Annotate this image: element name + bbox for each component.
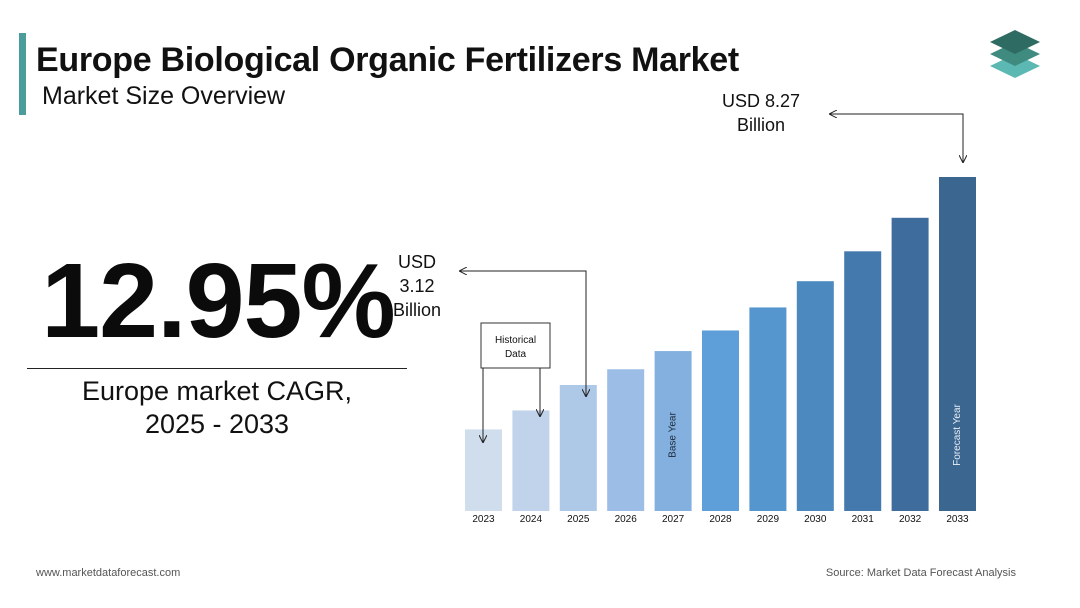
- x-tick-label-2030: 2030: [804, 514, 827, 525]
- start-value-line1: USD: [398, 252, 436, 272]
- x-tick-label-2026: 2026: [615, 514, 638, 525]
- bar-2031: [844, 251, 882, 512]
- title-accent-bar: [19, 33, 26, 115]
- page-title: Europe Biological Organic Fertilizers Ma…: [36, 41, 739, 79]
- x-tick-label-2032: 2032: [899, 514, 922, 525]
- x-tick-label-2024: 2024: [520, 514, 543, 525]
- bar-2033: [939, 177, 976, 511]
- footer-website[interactable]: www.marketdataforecast.com: [36, 567, 181, 579]
- footer-source: Source: Market Data Forecast Analysis: [825, 567, 1016, 579]
- bar-2023: [465, 429, 502, 511]
- bar-2028: [702, 330, 739, 511]
- cagr-label-line2: 2025 - 2033: [144, 409, 290, 439]
- bar-2029: [749, 307, 787, 511]
- end-value-line1: USD 8.27: [722, 91, 800, 111]
- historical-data-line1: Historical: [495, 335, 536, 346]
- bar-2032: [891, 217, 929, 511]
- cagr-value: 12.95%: [41, 242, 396, 360]
- start-value-arrow: [460, 271, 586, 396]
- cagr-divider: [27, 368, 407, 369]
- cagr-label-line1: Europe market CAGR,: [81, 376, 353, 406]
- start-value-line2: 3.12: [399, 276, 434, 296]
- base-year-label: Base Year: [668, 412, 679, 458]
- forecast-year-label: Forecast Year: [952, 403, 963, 465]
- bar-2024: [512, 410, 550, 511]
- bars-layer: [465, 177, 976, 512]
- end-value-arrow: [830, 114, 963, 162]
- x-tick-label-2023: 2023: [472, 514, 495, 525]
- x-tick-label-2027: 2027: [662, 514, 685, 525]
- start-value-line3: Billion: [393, 300, 441, 320]
- x-tick-label-2033: 2033: [946, 514, 969, 525]
- bar-2026: [607, 369, 645, 511]
- x-tick-label-2029: 2029: [757, 514, 780, 525]
- bar-2025: [559, 384, 597, 511]
- page-subtitle: Market Size Overview: [42, 82, 286, 110]
- x-tick-label-2028: 2028: [709, 514, 732, 525]
- historical-data-line2: Data: [505, 349, 527, 360]
- brand-logo-icon: [990, 30, 1040, 78]
- end-value-line2: Billion: [737, 115, 785, 135]
- bar-2030: [796, 281, 834, 511]
- x-tick-label-2031: 2031: [852, 514, 875, 525]
- historical-data-box: [480, 322, 551, 369]
- bar-2027: [654, 351, 692, 511]
- x-tick-label-2025: 2025: [567, 514, 590, 525]
- year-labels-layer: 2023 2024 2025 2026 2027 2028 2029 2030 2031 2032…: [472, 403, 969, 525]
- logo-layer-top: [990, 30, 1040, 54]
- cagr-label: Europe market CAGR, 2025 - 2033: [27, 375, 407, 441]
